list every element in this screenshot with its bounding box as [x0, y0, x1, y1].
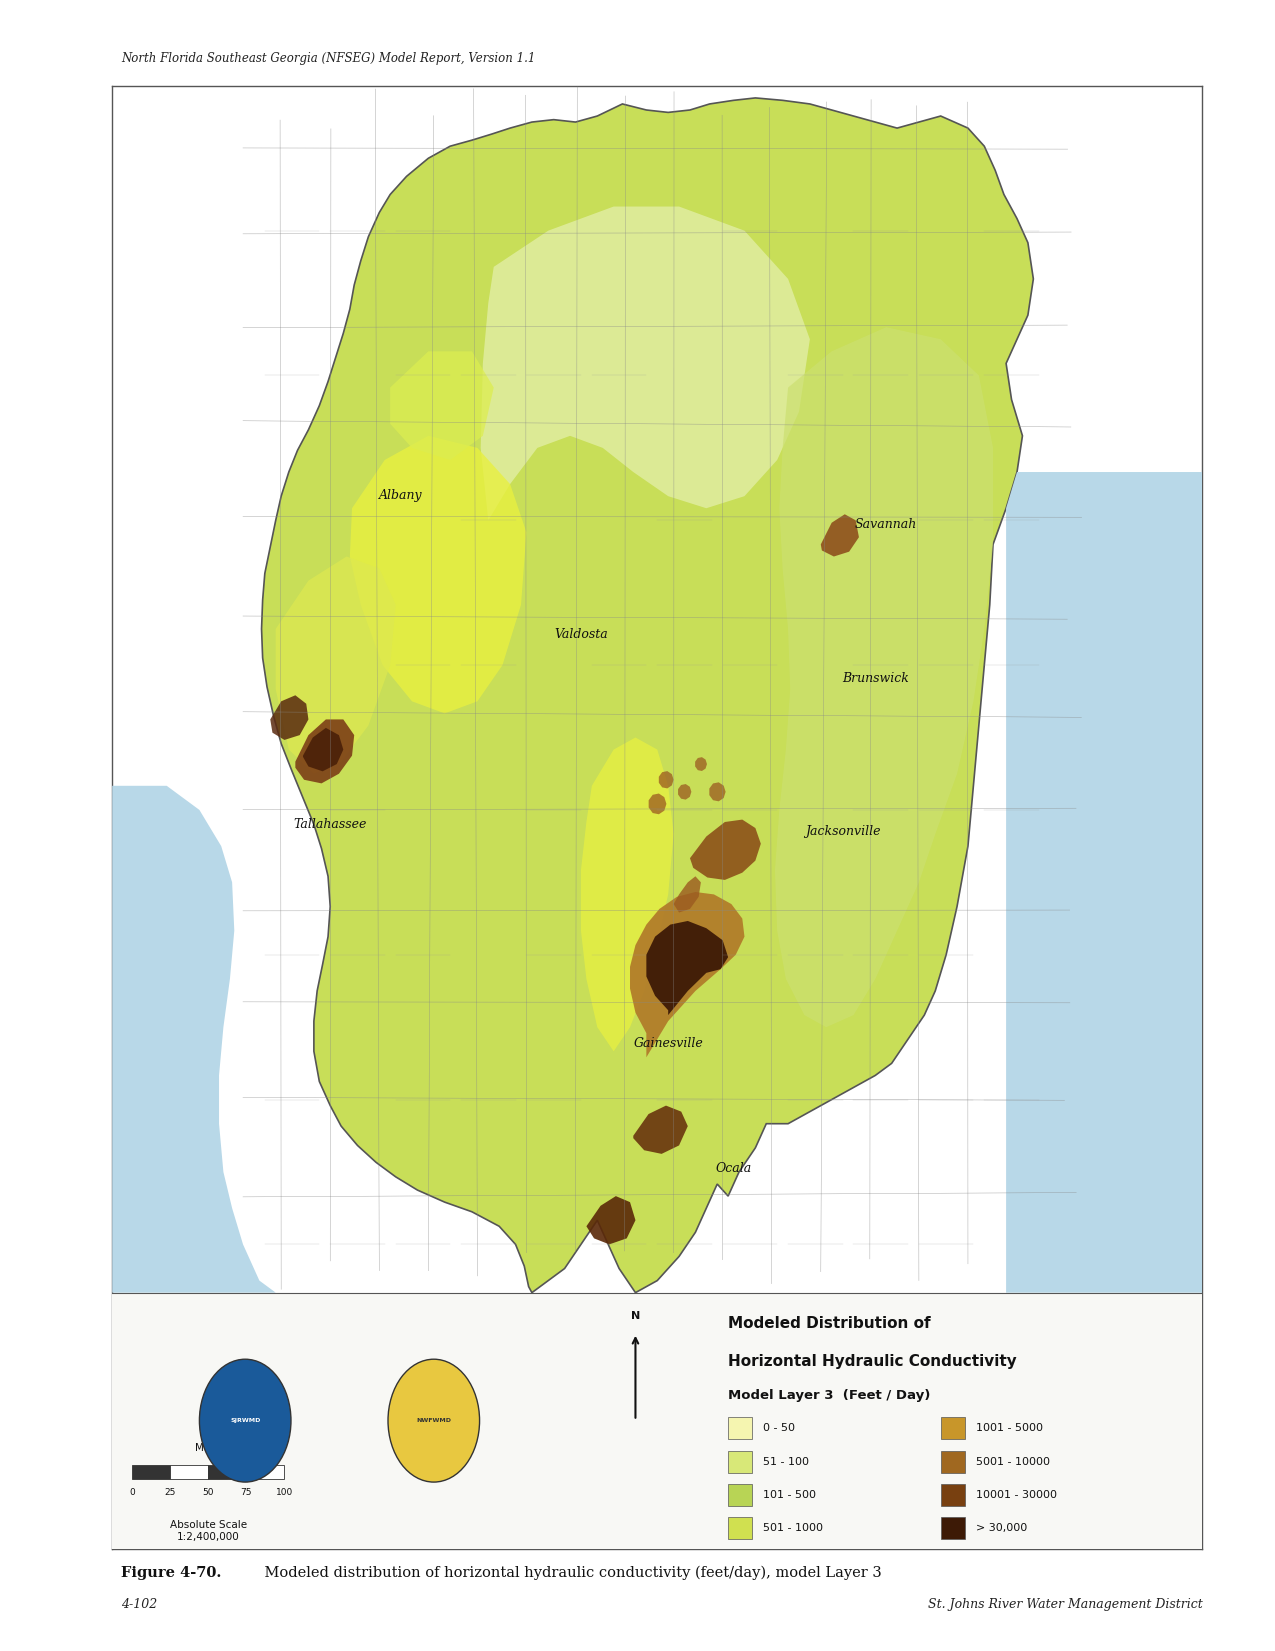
Bar — [112, 86, 1202, 1293]
Text: Gainesville: Gainesville — [634, 1037, 703, 1050]
Polygon shape — [270, 695, 309, 740]
Polygon shape — [695, 758, 706, 771]
Bar — [941, 1484, 965, 1506]
Text: 0: 0 — [129, 1488, 135, 1497]
Text: Ocala: Ocala — [715, 1162, 752, 1176]
Text: Valdosta: Valdosta — [555, 627, 608, 641]
Polygon shape — [821, 513, 859, 556]
Text: Brunswick: Brunswick — [842, 672, 909, 685]
Polygon shape — [349, 436, 527, 713]
Bar — [208, 1464, 246, 1479]
Text: North Florida Southeast Georgia (NFSEG) Model Report, Version 1.1: North Florida Southeast Georgia (NFSEG) … — [121, 51, 536, 64]
Polygon shape — [709, 783, 725, 801]
Polygon shape — [275, 556, 395, 774]
Text: Albany: Albany — [379, 489, 423, 502]
Polygon shape — [390, 352, 493, 461]
Polygon shape — [690, 819, 761, 880]
Text: N: N — [631, 1311, 640, 1321]
Circle shape — [388, 1359, 479, 1483]
Polygon shape — [649, 794, 667, 814]
Bar — [728, 1484, 752, 1506]
Bar — [112, 1293, 1202, 1549]
Text: > 30,000: > 30,000 — [975, 1524, 1026, 1534]
Polygon shape — [634, 1106, 687, 1154]
Bar — [728, 1517, 752, 1539]
Text: Horizontal Hydraulic Conductivity: Horizontal Hydraulic Conductivity — [728, 1354, 1017, 1369]
Text: 100: 100 — [275, 1488, 293, 1497]
Bar — [246, 1464, 284, 1479]
Text: Modeled distribution of horizontal hydraulic conductivity (feet/day), model Laye: Modeled distribution of horizontal hydra… — [246, 1565, 882, 1580]
Bar — [112, 86, 1202, 1293]
Text: St. Johns River Water Management District: St. Johns River Water Management Distric… — [928, 1598, 1202, 1611]
Text: 51 - 100: 51 - 100 — [762, 1456, 810, 1466]
Text: SJRWMD: SJRWMD — [230, 1418, 260, 1423]
Text: Modeled Distribution of: Modeled Distribution of — [728, 1316, 931, 1331]
Text: NWFWMD: NWFWMD — [416, 1418, 451, 1423]
Text: 75: 75 — [241, 1488, 252, 1497]
Text: Jacksonville: Jacksonville — [805, 826, 880, 839]
Bar — [728, 1417, 752, 1440]
Polygon shape — [112, 786, 275, 1293]
Text: 0 - 50: 0 - 50 — [762, 1423, 796, 1433]
Text: 4-102: 4-102 — [121, 1598, 157, 1611]
Bar — [941, 1417, 965, 1440]
Bar — [941, 1451, 965, 1473]
Polygon shape — [481, 206, 810, 520]
Bar — [941, 1517, 965, 1539]
Polygon shape — [678, 784, 691, 799]
Polygon shape — [586, 1195, 635, 1245]
Text: 101 - 500: 101 - 500 — [762, 1489, 816, 1499]
Text: Tallahassee: Tallahassee — [293, 817, 367, 830]
Polygon shape — [261, 97, 1033, 1293]
Text: Absolute Scale
1:2,400,000: Absolute Scale 1:2,400,000 — [170, 1521, 246, 1542]
Polygon shape — [581, 738, 673, 1052]
Polygon shape — [659, 771, 673, 789]
Bar — [131, 1464, 170, 1479]
Polygon shape — [296, 720, 354, 783]
Text: Figure 4-70.: Figure 4-70. — [121, 1565, 222, 1580]
Polygon shape — [673, 877, 701, 913]
Polygon shape — [303, 728, 343, 771]
Text: Miles: Miles — [195, 1443, 222, 1453]
Polygon shape — [630, 892, 745, 1057]
Text: 1001 - 5000: 1001 - 5000 — [975, 1423, 1043, 1433]
Bar — [728, 1451, 752, 1473]
Text: 25: 25 — [164, 1488, 176, 1497]
Text: Savannah: Savannah — [856, 518, 917, 532]
Polygon shape — [775, 327, 993, 1027]
Polygon shape — [1006, 472, 1202, 1293]
Circle shape — [199, 1359, 291, 1483]
Polygon shape — [646, 921, 728, 1015]
Text: 50: 50 — [203, 1488, 214, 1497]
Text: 10001 - 30000: 10001 - 30000 — [975, 1489, 1057, 1499]
Text: Model Layer 3  (Feet / Day): Model Layer 3 (Feet / Day) — [728, 1388, 931, 1402]
Text: 501 - 1000: 501 - 1000 — [762, 1524, 822, 1534]
Text: 5001 - 10000: 5001 - 10000 — [975, 1456, 1049, 1466]
Bar — [170, 1464, 208, 1479]
